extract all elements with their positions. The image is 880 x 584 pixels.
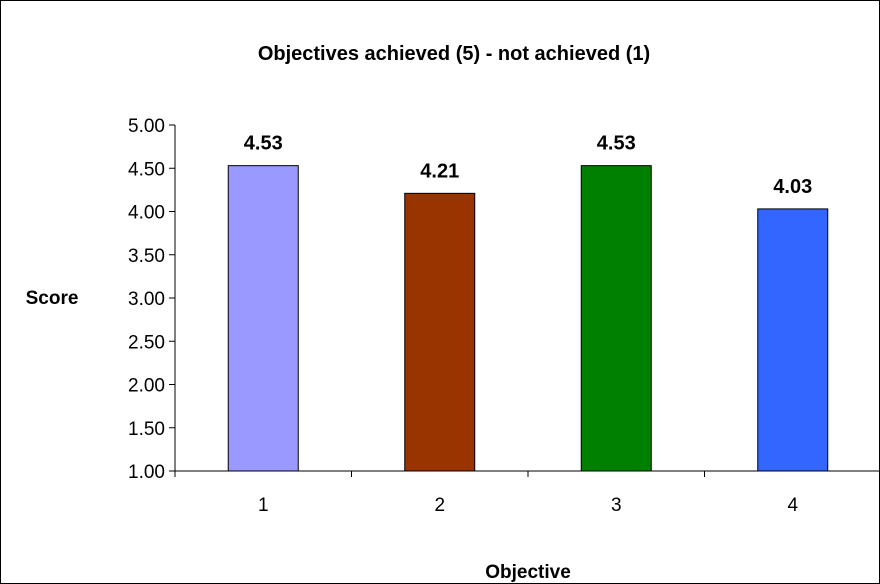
y-tick-label: 2.00: [128, 376, 165, 397]
y-tick-label: 5.00: [128, 116, 165, 137]
bar: [227, 165, 299, 472]
data-label: 4.53: [244, 133, 283, 155]
chart-title: Objectives achieved (5) - not achieved (…: [258, 43, 650, 65]
plot-area: 1.00 1.50 2.00 2.50 3.00 3.50 4.00 4.50 5.00 4.53…: [128, 116, 879, 516]
bar: [757, 208, 829, 472]
y-tick-label: 3.50: [128, 246, 165, 267]
data-label: 4.53: [597, 133, 636, 155]
x-tick-label: 4: [787, 495, 798, 516]
y-tick-label: 4.50: [128, 159, 165, 180]
y-tick-label: 2.50: [128, 332, 165, 353]
bar: [580, 165, 652, 472]
x-tick-label: 1: [258, 495, 269, 516]
y-tick-label: 3.00: [128, 289, 165, 310]
y-axis-title: Score: [26, 288, 79, 309]
data-label: 4.21: [420, 160, 459, 182]
data-label: 4.03: [773, 176, 812, 198]
y-tick-label: 1.00: [128, 462, 165, 483]
x-tick-label: 2: [434, 495, 445, 516]
x-axis-title: Objective: [485, 562, 571, 583]
y-tick-label: 4.00: [128, 203, 165, 224]
bar: [404, 192, 476, 472]
x-tick-label: 3: [611, 495, 622, 516]
y-tick-label: 1.50: [128, 419, 165, 440]
